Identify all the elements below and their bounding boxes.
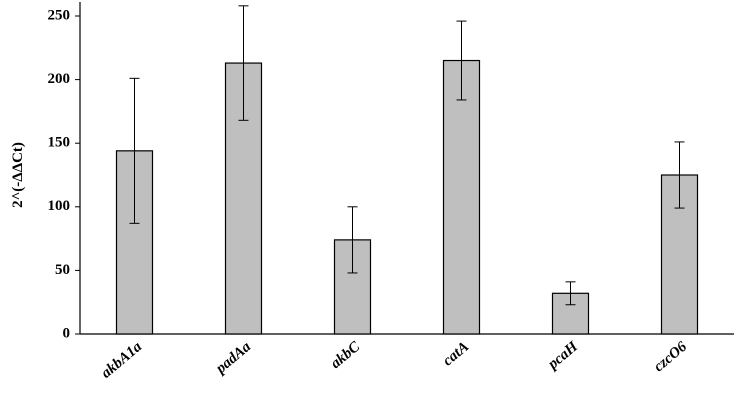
error-bar — [347, 206, 358, 274]
error-bar — [674, 141, 685, 209]
x-tick-label: akbA1a — [98, 338, 145, 381]
y-tick-label: 250 — [48, 7, 71, 23]
bar — [442, 59, 481, 335]
x-tick-label: czcO6 — [651, 338, 690, 375]
y-tick-label: 150 — [48, 135, 71, 151]
x-tick-label: pcaH — [544, 338, 582, 374]
bar — [551, 292, 590, 335]
x-tick-label: catA — [440, 339, 472, 369]
y-tick-label: 100 — [48, 198, 71, 214]
error-bar — [456, 20, 467, 101]
error-bar — [565, 281, 576, 306]
x-tick-label: padAa — [212, 338, 255, 378]
x-tick-label: akbC — [328, 338, 364, 372]
error-bar — [129, 77, 140, 224]
y-axis-label: 2^(-ΔΔCt) — [10, 142, 26, 208]
bar — [660, 174, 699, 335]
y-tick-label: 200 — [48, 71, 71, 87]
error-bar — [238, 5, 249, 121]
y-tick-label: 50 — [55, 262, 70, 278]
y-tick-label: 0 — [63, 325, 71, 341]
